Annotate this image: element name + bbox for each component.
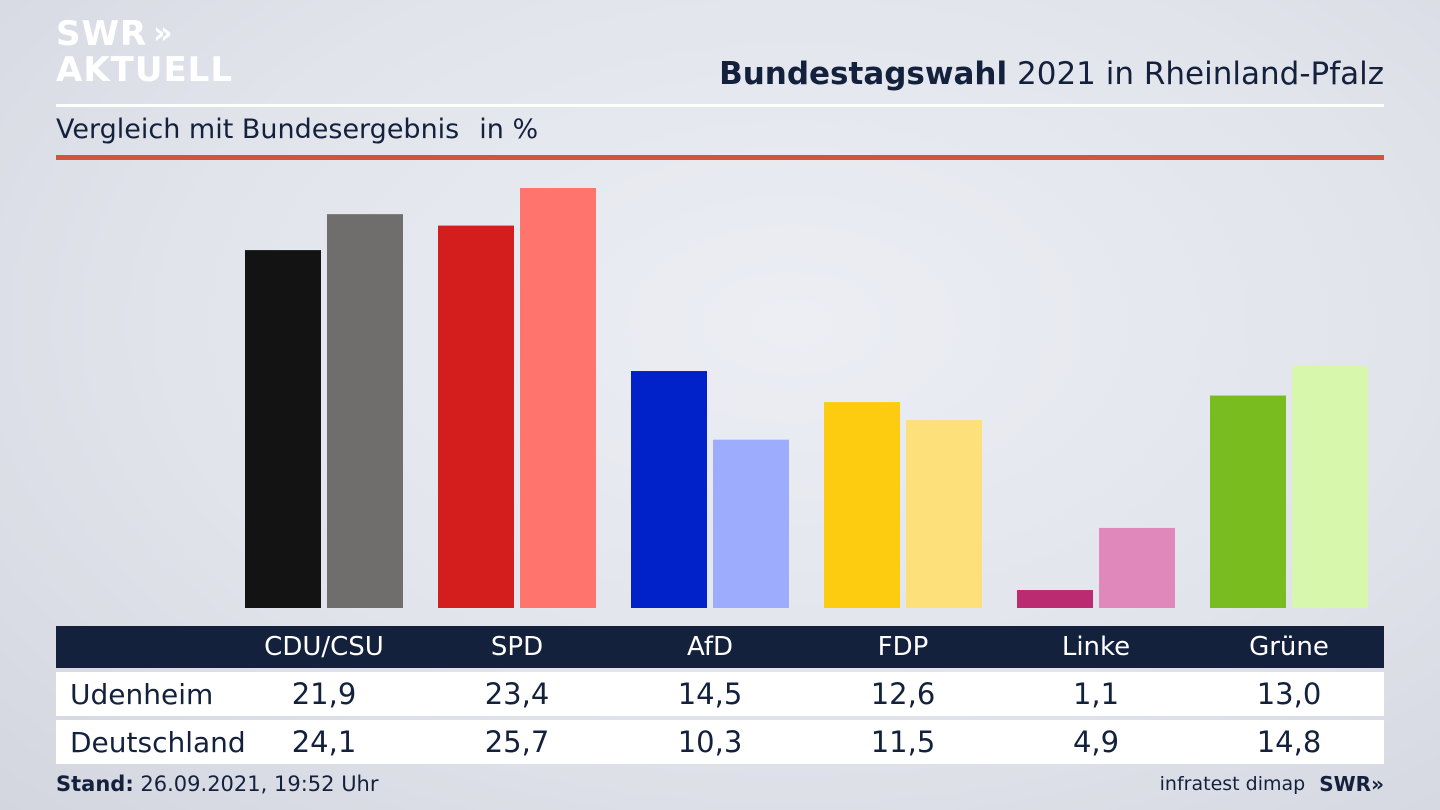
title-bold: Bundestagswahl [719, 56, 1008, 92]
subtitle-text: Vergleich mit Bundesergebnis [56, 114, 460, 145]
swr-aktuell-logo: SWR» AKTUELL [56, 16, 233, 88]
source-text: infratest dimap [1159, 773, 1306, 795]
bar-spd-udenheim [438, 225, 514, 608]
bar-cdu-csu-deutschland [327, 214, 403, 608]
logo-aktuell-text: AKTUELL [56, 50, 234, 90]
source-credit: infratest dimap SWR» [1160, 772, 1384, 796]
subtitle-unit: in % [479, 114, 539, 145]
column-header: SPD [490, 632, 544, 662]
column-header: CDU/CSU [264, 632, 384, 662]
table-cell-value: 25,7 [484, 725, 550, 759]
table-cell-value: 14,8 [1256, 725, 1322, 759]
logo-swr-text: SWR [56, 14, 148, 54]
table-cell-value: 24,1 [291, 725, 357, 759]
column-header: Grüne [1249, 632, 1329, 662]
bar-afd-udenheim [631, 371, 707, 608]
column-header: Linke [1061, 632, 1131, 662]
header-divider [56, 104, 1384, 107]
table-cell-value: 12,6 [870, 677, 936, 711]
table-row-deutschland: Deutschland 24,1 25,7 10,3 11,5 4,9 14,8 [56, 720, 1384, 764]
stand-value: 26.09.2021, 19:52 Uhr [140, 772, 379, 796]
bar-fdp-deutschland [906, 420, 982, 608]
bar-cdu-csu-udenheim [245, 250, 321, 608]
page-title: Bundestagswahl 2021 in Rheinland-Pfalz [719, 56, 1384, 92]
row-label-udenheim: Udenheim [70, 677, 214, 711]
table-cell-value: 14,5 [677, 677, 743, 711]
timestamp: Stand: 26.09.2021, 19:52 Uhr [56, 772, 379, 796]
table-cell-value: 21,9 [291, 677, 357, 711]
table-row-udenheim: Udenheim 21,9 23,4 14,5 12,6 1,1 13,0 [56, 672, 1384, 716]
results-table: CDU/CSU SPD AfD FDP Linke Grüne Udenheim 21,9… [56, 626, 1384, 764]
bar-linke-deutschland [1099, 527, 1175, 608]
footer-chevron-icon: » [1371, 772, 1384, 796]
bar-chart [245, 188, 1368, 608]
subtitle-divider [56, 155, 1384, 160]
bar-spd-deutschland [520, 188, 596, 608]
table-cell-value: 1,1 [1072, 677, 1120, 711]
bar-afd-deutschland [713, 439, 789, 608]
bar-gr-ne-udenheim [1210, 395, 1286, 608]
table-cell-value: 4,9 [1072, 725, 1120, 759]
table-cell-value: 10,3 [677, 725, 743, 759]
bar-gr-ne-deutschland [1292, 366, 1368, 608]
title-rest: 2021 in Rheinland-Pfalz [1017, 56, 1384, 92]
table-header-row: CDU/CSU SPD AfD FDP Linke Grüne [56, 626, 1384, 668]
row-label-deutschland: Deutschland [70, 725, 246, 759]
chart-subtitle: Vergleich mit Bundesergebnis in % [56, 114, 538, 145]
stand-label: Stand: [56, 772, 134, 796]
column-header: AfD [686, 632, 734, 662]
bar-fdp-udenheim [824, 402, 900, 608]
swr-footer-logo: SWR» [1319, 772, 1384, 796]
table-cell-value: 11,5 [870, 725, 936, 759]
table-cell-value: 13,0 [1256, 677, 1322, 711]
bar-linke-udenheim [1017, 590, 1093, 608]
table-cell-value: 23,4 [484, 677, 550, 711]
column-header: FDP [877, 632, 929, 662]
footer-brand-text: SWR [1319, 772, 1372, 796]
